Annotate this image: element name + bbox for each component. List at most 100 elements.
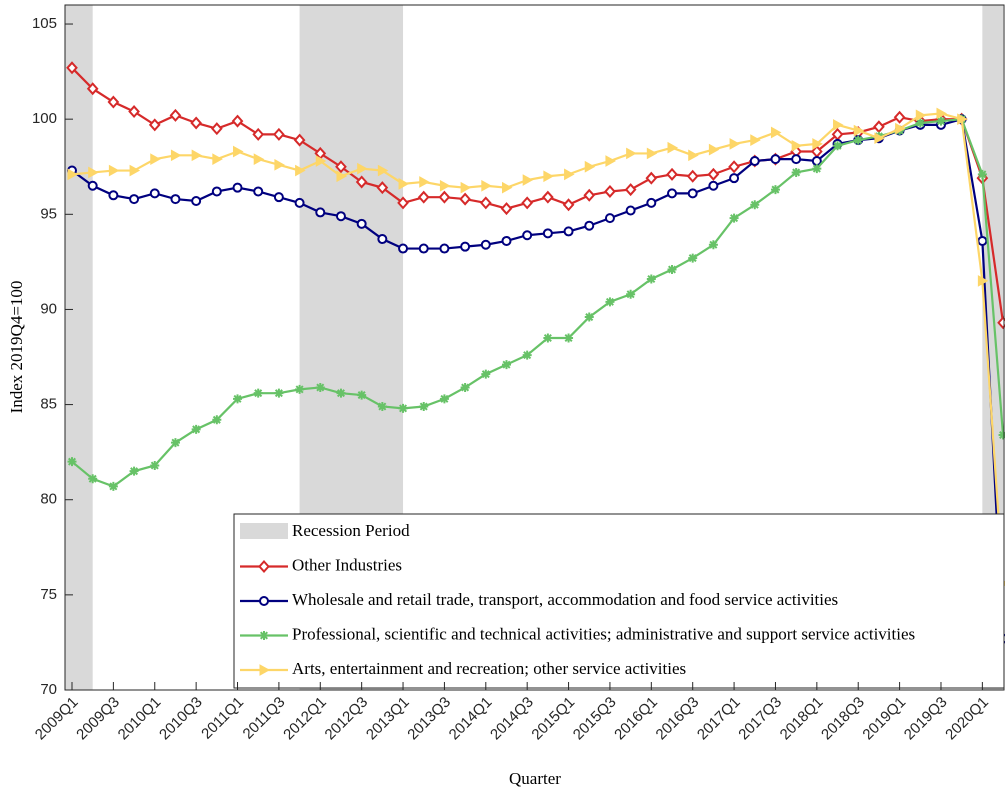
marker-shape [915, 118, 925, 128]
marker-shape [273, 127, 285, 141]
marker-shape [562, 198, 575, 212]
marker-shape [584, 220, 595, 231]
marker-shape [791, 139, 803, 152]
marker-shape [584, 160, 596, 173]
marker-shape [936, 116, 946, 126]
marker [688, 149, 699, 162]
marker [170, 438, 180, 448]
marker-shape [522, 350, 532, 360]
marker-shape [376, 181, 389, 195]
x-tick-label: 2011Q3 [240, 694, 289, 743]
marker-shape [543, 333, 553, 343]
marker [88, 166, 99, 179]
marker-shape [273, 192, 284, 203]
marker [874, 132, 885, 145]
marker [728, 160, 740, 174]
legend-label: Wholesale and retail trade, transport, a… [292, 590, 838, 609]
x-tick-label: 2015Q3 [570, 694, 620, 744]
marker-shape [791, 167, 801, 177]
marker [212, 415, 222, 425]
marker-shape [481, 179, 492, 192]
marker [521, 196, 534, 210]
marker [479, 196, 492, 210]
marker-shape [605, 155, 616, 167]
marker-shape [377, 234, 388, 245]
marker-shape [853, 135, 863, 145]
marker-shape [356, 218, 367, 229]
marker [543, 333, 553, 343]
marker [439, 179, 451, 192]
marker [667, 188, 678, 199]
marker [500, 202, 513, 216]
marker [543, 170, 554, 183]
x-tick-label: 2010Q3 [156, 694, 206, 744]
marker-shape [233, 394, 243, 404]
marker [397, 196, 409, 210]
marker-shape [294, 197, 305, 208]
marker [398, 403, 408, 413]
marker [501, 235, 512, 246]
marker-shape [646, 147, 658, 160]
marker [335, 160, 347, 174]
marker [233, 394, 243, 404]
x-tick-label: 2019Q1 [859, 694, 909, 744]
marker [66, 61, 78, 75]
marker-shape [191, 424, 201, 434]
marker [708, 180, 719, 191]
marker [936, 116, 946, 126]
marker [150, 460, 160, 470]
marker-shape [210, 122, 223, 136]
marker [377, 164, 389, 177]
marker [336, 170, 347, 183]
marker-shape [626, 289, 636, 299]
marker [357, 390, 367, 400]
marker-shape [315, 382, 325, 392]
marker-shape [543, 170, 554, 183]
x-tick-label: 2009Q3 [73, 694, 123, 744]
marker-shape [688, 253, 698, 263]
marker [584, 312, 594, 322]
marker [812, 164, 822, 174]
marker-shape [645, 171, 658, 185]
legend: Recession Period Other Industries Wholesal… [233, 513, 1005, 689]
marker [729, 173, 740, 184]
marker [604, 213, 615, 224]
marker-shape [626, 147, 637, 160]
marker-shape [646, 274, 656, 284]
marker [729, 138, 741, 150]
x-tick-label: 2017Q1 [694, 694, 744, 744]
marker [605, 155, 616, 167]
marker [398, 178, 410, 190]
marker-shape [605, 297, 615, 307]
marker [564, 168, 575, 181]
marker [169, 108, 182, 122]
marker [439, 394, 449, 404]
marker-shape [998, 430, 1005, 440]
marker [191, 149, 203, 162]
marker [88, 474, 98, 484]
marker-shape [957, 113, 968, 126]
x-tick-label: 2013Q1 [363, 694, 413, 744]
x-tick-label: 2018Q3 [818, 694, 868, 744]
legend-box [233, 513, 1005, 689]
marker-shape [253, 388, 263, 398]
marker [770, 126, 782, 139]
marker-shape [377, 164, 389, 177]
marker [336, 388, 346, 398]
marker [564, 333, 574, 343]
marker-shape [542, 228, 553, 239]
marker [501, 181, 513, 194]
marker [274, 158, 285, 171]
marker-shape [259, 596, 269, 606]
marker [259, 631, 269, 640]
marker [977, 275, 989, 287]
x-tick-label: 2020Q1 [942, 694, 992, 744]
marker [129, 164, 141, 177]
marker [419, 401, 429, 411]
marker [67, 457, 77, 467]
marker-shape [253, 153, 265, 165]
marker-shape [584, 312, 594, 322]
marker-shape [335, 211, 346, 222]
x-tick-label: 2019Q3 [901, 694, 951, 744]
